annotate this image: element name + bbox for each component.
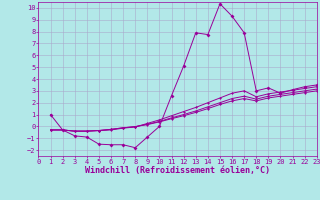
X-axis label: Windchill (Refroidissement éolien,°C): Windchill (Refroidissement éolien,°C) (85, 166, 270, 175)
